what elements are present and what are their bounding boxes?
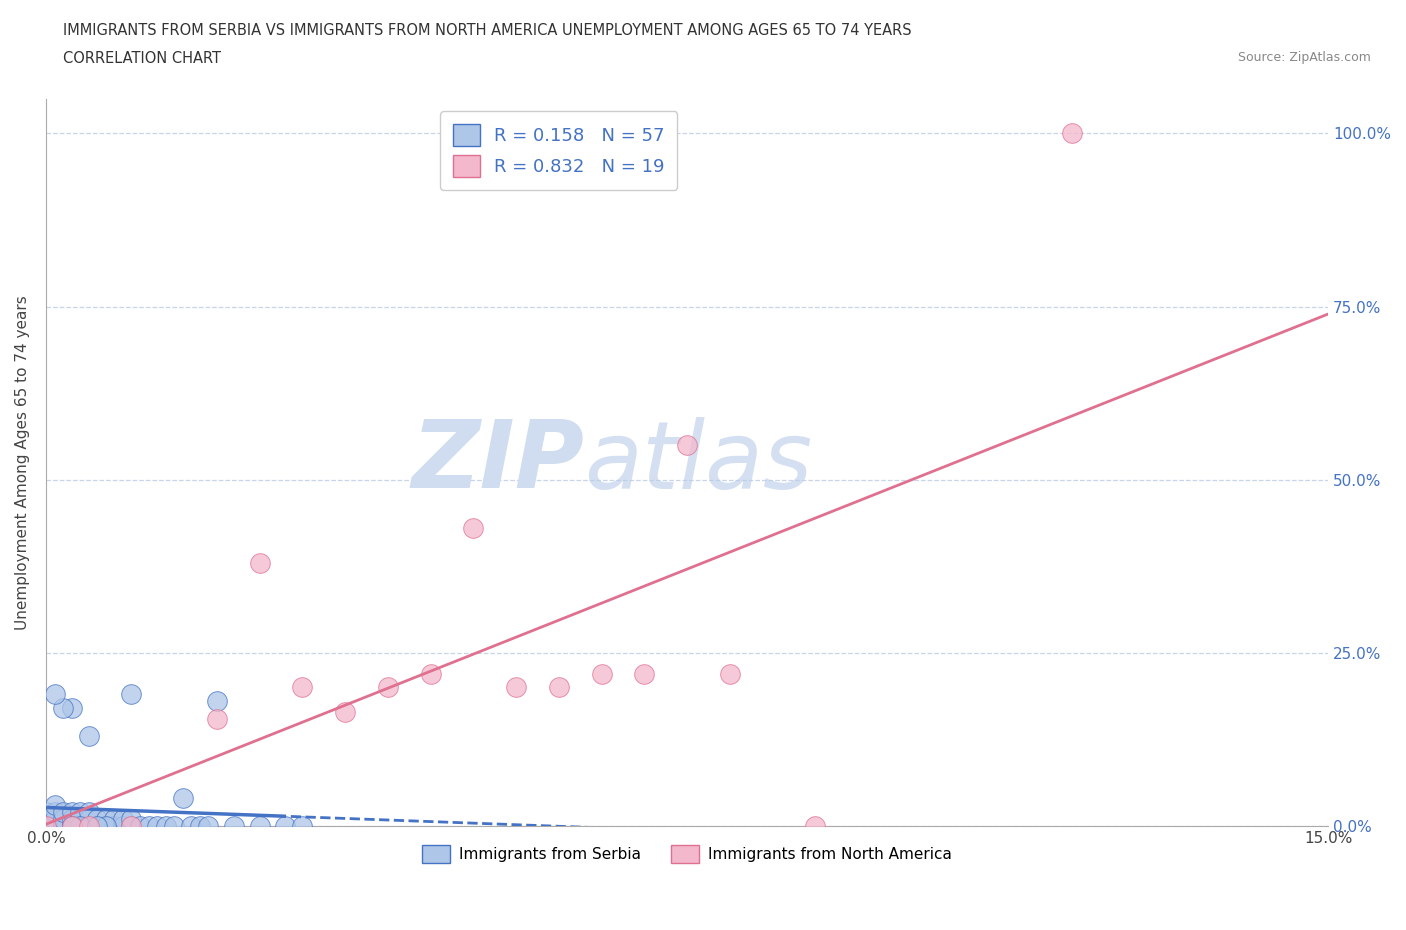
Point <box>1060 126 1083 140</box>
Point <box>44 812 66 827</box>
Point <box>44 798 66 813</box>
Point <box>291 680 314 695</box>
Point <box>60 812 83 827</box>
Y-axis label: Unemployment Among Ages 65 to 74 years: Unemployment Among Ages 65 to 74 years <box>15 295 30 630</box>
Point <box>94 818 117 833</box>
Point <box>35 818 58 833</box>
Point <box>163 818 186 833</box>
Point <box>249 555 271 570</box>
Point <box>120 818 142 833</box>
Point <box>77 818 100 833</box>
Point <box>180 818 202 833</box>
Point <box>86 818 108 833</box>
Point <box>146 818 169 833</box>
Point <box>120 687 142 702</box>
Point <box>291 818 314 833</box>
Point <box>60 818 83 833</box>
Text: ZIP: ZIP <box>412 417 585 509</box>
Point <box>35 812 58 827</box>
Point <box>69 812 91 827</box>
Point <box>60 804 83 819</box>
Point <box>377 680 399 695</box>
Point <box>44 687 66 702</box>
Point <box>120 812 142 827</box>
Point <box>94 812 117 827</box>
Point <box>591 666 613 681</box>
Point <box>52 812 75 827</box>
Point <box>138 818 160 833</box>
Point <box>676 438 699 453</box>
Point <box>60 818 83 833</box>
Point <box>249 818 271 833</box>
Point <box>69 804 91 819</box>
Point <box>60 818 83 833</box>
Point <box>44 804 66 819</box>
Point <box>77 812 100 827</box>
Point <box>547 680 569 695</box>
Point <box>35 818 58 833</box>
Point <box>205 694 228 709</box>
Point <box>77 818 100 833</box>
Text: CORRELATION CHART: CORRELATION CHART <box>63 51 221 66</box>
Point <box>94 818 117 833</box>
Point <box>718 666 741 681</box>
Point <box>35 804 58 819</box>
Point <box>52 818 75 833</box>
Point <box>633 666 655 681</box>
Point <box>69 818 91 833</box>
Point <box>188 818 211 833</box>
Point <box>52 804 75 819</box>
Point <box>60 818 83 833</box>
Point <box>77 804 100 819</box>
Point <box>52 818 75 833</box>
Point <box>52 701 75 716</box>
Point <box>197 818 219 833</box>
Point <box>111 812 134 827</box>
Point <box>111 818 134 833</box>
Text: atlas: atlas <box>585 417 813 508</box>
Point <box>86 812 108 827</box>
Point <box>103 818 125 833</box>
Text: IMMIGRANTS FROM SERBIA VS IMMIGRANTS FROM NORTH AMERICA UNEMPLOYMENT AMONG AGES : IMMIGRANTS FROM SERBIA VS IMMIGRANTS FRO… <box>63 23 912 38</box>
Point <box>35 818 58 833</box>
Point <box>120 818 142 833</box>
Point <box>205 711 228 726</box>
Point <box>44 818 66 833</box>
Point <box>172 790 194 805</box>
Point <box>60 701 83 716</box>
Point <box>77 728 100 743</box>
Text: Source: ZipAtlas.com: Source: ZipAtlas.com <box>1237 51 1371 64</box>
Point <box>505 680 527 695</box>
Point <box>35 818 58 833</box>
Point <box>333 704 356 719</box>
Point <box>222 818 245 833</box>
Point <box>129 818 152 833</box>
Point <box>155 818 177 833</box>
Point <box>69 818 91 833</box>
Point <box>419 666 441 681</box>
Point <box>463 521 485 536</box>
Point <box>86 818 108 833</box>
Legend: Immigrants from Serbia, Immigrants from North America: Immigrants from Serbia, Immigrants from … <box>416 839 957 870</box>
Point <box>103 812 125 827</box>
Point <box>44 818 66 833</box>
Point <box>804 818 827 833</box>
Point <box>274 818 297 833</box>
